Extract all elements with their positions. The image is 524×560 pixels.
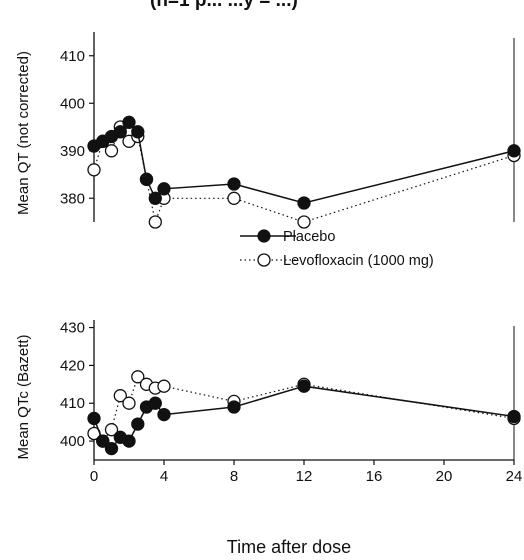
legend-placebo-label: Placebo	[283, 229, 335, 245]
bottom-placebo-point	[157, 407, 171, 422]
top-y-axis-label: Mean QT (not corrected)	[15, 51, 32, 215]
bottom-y-tick-label: 400	[60, 433, 85, 450]
bottom-placebo-point	[96, 434, 110, 448]
bottom-placebo-series-line	[93, 385, 515, 450]
bottom-placebo-point	[507, 409, 521, 424]
bottom-placebo-point	[148, 396, 162, 410]
top-y-tick-label: 400	[60, 95, 85, 112]
top-placebo-point	[297, 196, 311, 210]
top-placebo-point	[131, 125, 145, 139]
x-tick-label: 4	[160, 468, 168, 485]
legend: Placebo Levofloxacin (1000 mg)	[240, 229, 434, 269]
x-tick-label: 8	[230, 468, 238, 485]
top-placebo-point	[122, 115, 136, 129]
bottom-levofloxacin-point	[113, 389, 127, 403]
top-placebo-series-line	[93, 121, 515, 204]
bottom-placebo-point	[122, 434, 136, 448]
bottom-y-axis-label: Mean QTc (Bazett)	[15, 334, 32, 459]
top-levofloxacin-point	[104, 144, 119, 158]
bottom-placebo-point	[131, 417, 145, 431]
x-axis-title: Time after dose	[227, 537, 351, 557]
top-placebo-point	[227, 177, 241, 191]
x-tick-label: 20	[436, 468, 453, 485]
top-placebo-point	[507, 144, 521, 158]
bottom-levofloxacin-point	[157, 379, 171, 393]
top-placebo-point	[157, 182, 171, 196]
bottom-x-ticks: 0 4 8 12 16 20 24	[90, 460, 523, 485]
top-y-ticks: 380 390 400 410	[60, 48, 94, 207]
top-placebo-point	[113, 125, 127, 139]
top-levofloxacin-point	[148, 215, 162, 229]
top-y-tick-label: 390	[60, 143, 85, 160]
bottom-y-tick-label: 420	[60, 357, 85, 374]
top-placebo-point	[139, 172, 154, 186]
bottom-levofloxacin-point	[104, 423, 119, 437]
bottom-placebo-point	[227, 400, 241, 414]
bottom-series	[87, 370, 521, 456]
top-y-tick-label: 380	[60, 190, 85, 207]
bottom-placebo-point	[87, 411, 101, 426]
bottom-y-tick-label: 430	[60, 320, 85, 337]
bottom-placebo-point	[104, 441, 119, 456]
top-panel: Mean QT (not corrected) 380 390 400 410	[15, 32, 521, 229]
legend-levofloxacin-marker	[257, 253, 271, 267]
bottom-levofloxacin-point	[122, 396, 136, 410]
top-levofloxacin-point	[87, 163, 101, 177]
top-levofloxacin-point	[227, 191, 241, 205]
header-fragment: (n=1 p... ...y = ...)	[150, 0, 298, 11]
bottom-panel: Mean QTc (Bazett) 400 410 420 430 0 4 8 12 16 20…	[15, 320, 522, 485]
x-tick-label: 24	[506, 468, 523, 485]
bottom-placebo-point	[297, 379, 311, 393]
top-levofloxacin-point	[297, 215, 311, 229]
top-axes	[93, 32, 515, 222]
top-series	[87, 115, 521, 229]
x-tick-label: 0	[90, 468, 98, 485]
top-y-tick-label: 410	[60, 48, 85, 65]
legend-levofloxacin-label: Levofloxacin (1000 mg)	[283, 253, 434, 269]
bottom-y-ticks: 400 410 420 430	[60, 320, 94, 450]
bottom-y-tick-label: 410	[60, 395, 85, 412]
x-tick-label: 16	[366, 468, 383, 485]
x-tick-label: 12	[296, 468, 313, 485]
bottom-levofloxacin-point	[131, 370, 145, 384]
legend-placebo-marker	[257, 229, 271, 243]
top-placebo-point	[148, 191, 162, 205]
